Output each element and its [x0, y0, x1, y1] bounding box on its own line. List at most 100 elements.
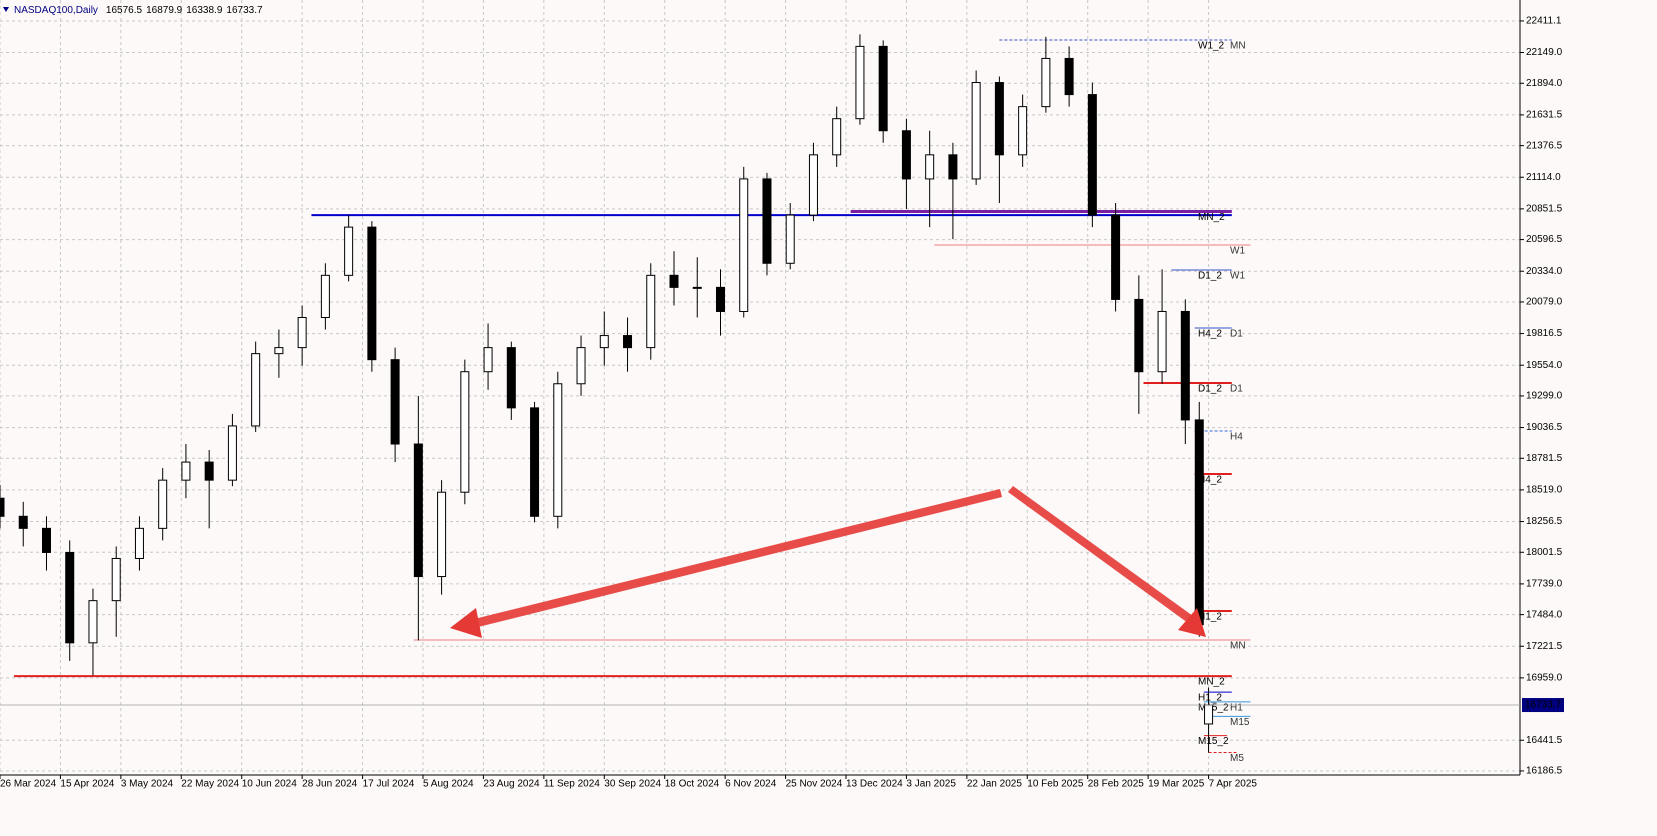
- header: NASDAQ100,Daily 16576.5 16879.9 16338.9 1673…: [14, 5, 263, 16]
- y-tick-label: 21894.0: [1526, 78, 1563, 89]
- y-tick-label: 19299.0: [1526, 391, 1563, 402]
- candle-body: [785, 214, 795, 264]
- y-tick-label: 21114.0: [1526, 172, 1561, 183]
- y-tick-label: 19816.5: [1526, 328, 1563, 339]
- level-label: H1: [1230, 703, 1243, 714]
- candle-body: [878, 45, 888, 132]
- y-tick-label: 20334.0: [1526, 266, 1563, 277]
- candle-body: [1180, 310, 1190, 421]
- candle-body: [530, 407, 540, 517]
- candle-body: [901, 130, 911, 180]
- y-tick-label: 17739.0: [1526, 579, 1563, 590]
- y-tick-label: 16441.5: [1526, 735, 1563, 746]
- candle-body: [437, 491, 447, 578]
- y-tick-label: 16959.0: [1526, 673, 1563, 684]
- level-label: H1_2: [1198, 693, 1222, 704]
- level-label: MN: [1230, 41, 1246, 52]
- candle-body: [1111, 214, 1121, 300]
- candle-body: [460, 371, 470, 493]
- y-tick-label: 22149.0: [1526, 47, 1563, 58]
- candle-body: [1157, 310, 1167, 373]
- candle-body: [483, 347, 493, 373]
- candle-body: [506, 347, 516, 409]
- x-tick-label: 13 Dec 2024: [846, 779, 903, 790]
- y-tick-label: 16186.5: [1526, 766, 1563, 777]
- y-tick-label: 17221.5: [1526, 641, 1563, 652]
- candle-body: [158, 479, 168, 529]
- arrow-head: [1178, 608, 1206, 637]
- candle-body: [971, 82, 981, 180]
- header-icon: [3, 7, 9, 12]
- candle-body: [599, 335, 609, 349]
- x-tick-label: 3 May 2024: [121, 779, 174, 790]
- price-label: 16733.7: [1525, 700, 1562, 711]
- level-label: H4_2: [1198, 329, 1222, 340]
- header-low: 16338.9: [186, 5, 223, 16]
- y-tick-label: 19554.0: [1526, 360, 1563, 371]
- candle-body: [994, 82, 1004, 156]
- candle-body: [739, 178, 749, 312]
- candle-body: [320, 274, 330, 318]
- level-label: D1: [1230, 384, 1243, 395]
- candle-body: [1018, 106, 1028, 156]
- x-tick-label: 28 Jun 2024: [302, 779, 357, 790]
- candle-body: [274, 347, 284, 355]
- candle-body: [181, 461, 191, 481]
- x-tick-label: 6 Nov 2024: [725, 779, 777, 790]
- x-tick-label: 22 Jan 2025: [967, 779, 1022, 790]
- y-tick-label: 18781.5: [1526, 453, 1563, 464]
- level-label: MN: [1230, 641, 1246, 652]
- candle-body: [413, 443, 423, 578]
- y-tick-label: 21631.5: [1526, 110, 1563, 121]
- candle-body: [134, 527, 144, 559]
- level-label: MN_2: [1198, 677, 1225, 688]
- x-tick-label: 5 Aug 2024: [423, 779, 474, 790]
- y-tick-label: 17484.0: [1526, 609, 1563, 620]
- candle-body: [204, 461, 214, 481]
- level-label: W1_2: [1198, 41, 1225, 52]
- level-label: W1: [1230, 246, 1245, 257]
- x-tick-label: 22 May 2024: [181, 779, 239, 790]
- level-label: M15_2: [1198, 703, 1229, 714]
- x-tick-label: 26 Mar 2024: [0, 779, 57, 790]
- y-tick-label: 19036.5: [1526, 422, 1563, 433]
- symbol: NASDAQ100,Daily: [14, 5, 98, 16]
- x-tick-label: 28 Feb 2025: [1088, 779, 1145, 790]
- level-label: M15_2: [1198, 736, 1229, 747]
- header-open: 16576.5: [106, 5, 143, 16]
- level-label: H4_2: [1198, 475, 1222, 486]
- y-tick-label: 18519.0: [1526, 485, 1563, 496]
- candle-body: [88, 600, 98, 644]
- candle-body: [623, 335, 633, 349]
- axis: 22411.1 22149.0 21894.0 21631.5 21376.5 21114…: [0, 0, 1564, 790]
- candle-body: [344, 226, 354, 276]
- candle-body: [576, 347, 586, 385]
- y-tick-label: 18256.5: [1526, 516, 1563, 527]
- y-tick-label: 20596.5: [1526, 234, 1563, 245]
- x-tick-label: 17 Jul 2024: [363, 779, 415, 790]
- x-tick-label: 11 Sep 2024: [544, 779, 600, 790]
- candle-body: [832, 118, 842, 156]
- candle-body: [111, 557, 121, 602]
- level-label: H4: [1230, 432, 1243, 443]
- arrow-shaft: [1008, 486, 1193, 623]
- candle-body: [762, 178, 772, 264]
- candle-body: [855, 45, 865, 120]
- candle-body: [1134, 298, 1144, 373]
- candles: [0, 34, 1214, 753]
- level-label: M15: [1230, 717, 1250, 728]
- x-tick-label: 30 Sep 2024: [604, 779, 661, 790]
- candle-body: [227, 425, 237, 481]
- x-tick-label: 18 Oct 2024: [665, 779, 720, 790]
- grid: [0, 0, 1520, 775]
- candle-body: [1064, 57, 1074, 96]
- candle-body: [251, 353, 261, 427]
- price-box: [1522, 698, 1564, 713]
- y-tick-label: 18001.5: [1526, 547, 1563, 558]
- candle-body: [1041, 57, 1051, 108]
- arrow-shaft: [470, 489, 1002, 628]
- x-tick-label: 25 Nov 2024: [786, 779, 843, 790]
- x-tick-label: 23 Aug 2024: [483, 779, 540, 790]
